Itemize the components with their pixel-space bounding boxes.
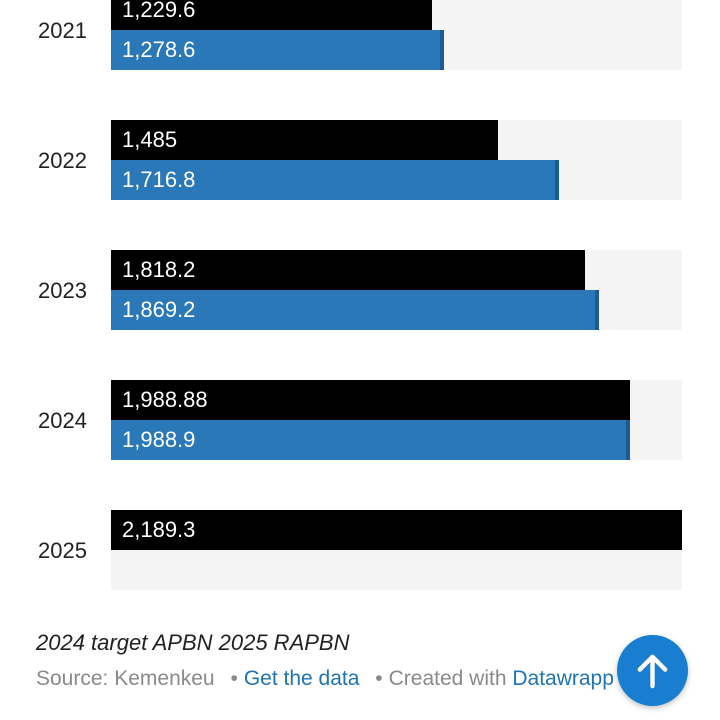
category-label: 2025 [38,538,87,563]
category-label: 2021 [38,18,87,43]
arrow-up-icon [637,654,668,689]
bar: 1,229.6 [111,0,432,30]
bar-row-2022: 2022 1,485 1,716.8 [0,120,720,200]
separator-dot: • [375,667,383,690]
data-label: 1,988.9 [122,427,196,452]
bar: 1,716.8 [111,160,559,200]
category-label: 2023 [38,278,87,303]
bar: 1,818.2 [111,250,585,290]
datawrapper-link[interactable]: Datawrapp [512,667,614,690]
bar: 1,278.6 [111,30,444,70]
get-data-link[interactable]: Get the data [243,667,360,690]
chart-footer: Source: Kemenkeu • Get the data • Created … [36,667,614,691]
data-label: 1,278.6 [122,37,196,62]
data-label: 1,229.6 [122,0,196,22]
bar: 1,485 [111,120,498,160]
category-label: 2024 [38,408,87,433]
chart-notes: 2024 target APBN 2025 RAPBN [36,630,350,655]
bar-row-2025: 2025 2,189.3 [0,510,720,590]
bar-row-2021: 2021 1,229.6 1,278.6 [0,0,720,70]
data-label: 2,189.3 [122,517,196,542]
separator-dot: • [230,667,238,690]
data-label: 1,869.2 [122,297,196,322]
data-label: 1,716.8 [122,167,196,192]
data-label: 1,818.2 [122,257,196,282]
bar: 1,988.88 [111,380,630,420]
bar: 2,189.3 [111,510,682,550]
bar: 1,988.9 [111,420,630,460]
category-label: 2022 [38,148,87,173]
bar-row-2024: 2024 1,988.88 1,988.9 [0,380,720,460]
bar-row-2023: 2023 1,818.2 1,869.2 [0,250,720,330]
data-label: 1,988.88 [122,387,208,412]
created-with-text: Created with [388,667,507,690]
bar-chart: 2021 1,229.6 1,278.6 2022 1,485 1,716.8 2023 1,… [0,0,720,590]
data-label: 1,485 [122,127,178,152]
scroll-to-top-button[interactable] [617,635,688,706]
bar: 1,869.2 [111,290,599,330]
source-text: Source: Kemenkeu [36,667,215,690]
